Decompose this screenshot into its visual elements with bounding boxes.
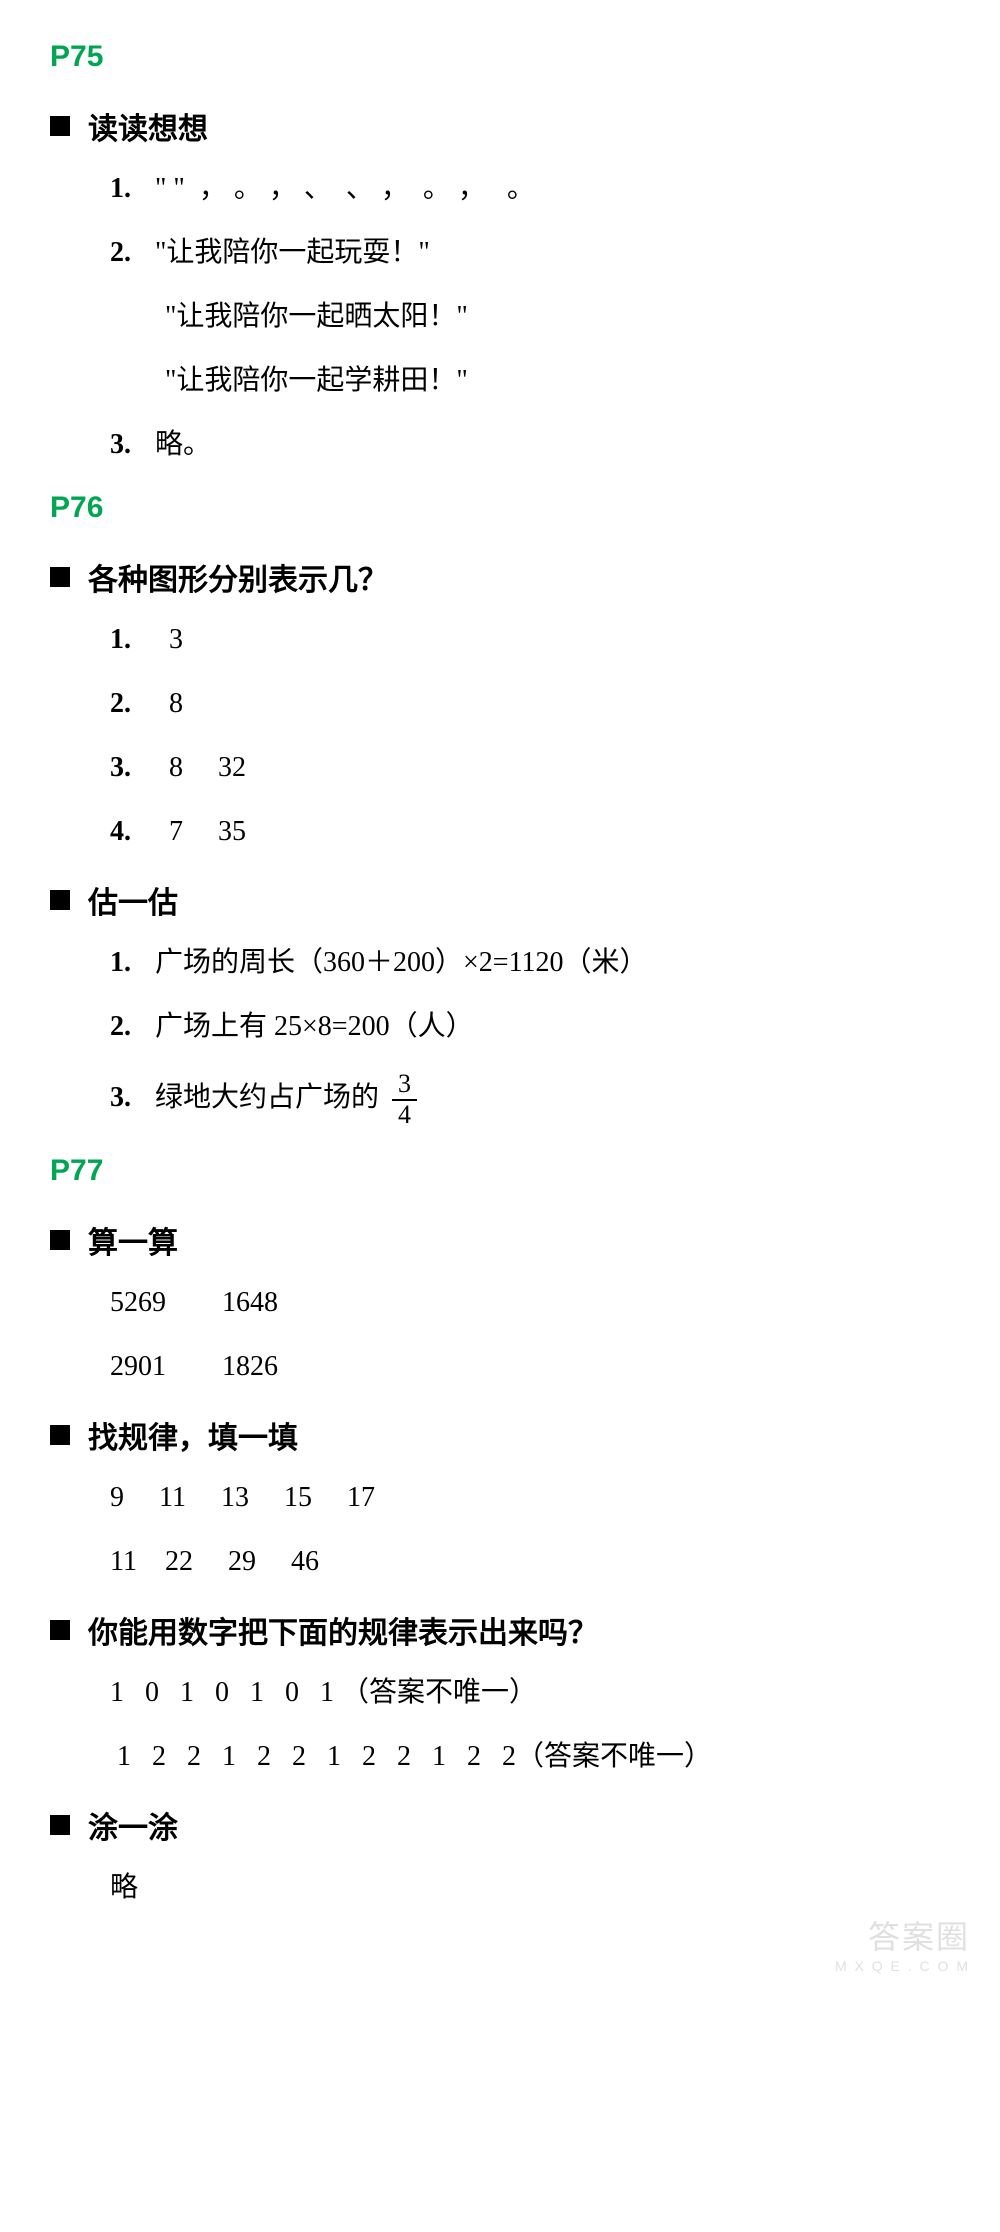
list-item: 3. 略。 [110,424,950,466]
bullet-icon [50,1230,70,1250]
bullet-icon [50,890,70,910]
section-title: 各种图形分别表示几？ [50,555,950,599]
item-text: 7 35 [155,816,246,847]
item-number: 4. [110,811,148,853]
list-item: 2. 8 [110,683,950,725]
section-title: 找规律，填一填 [50,1413,950,1457]
item-text: 1 0 1 0 1 0 1 （答案不唯一） [110,1677,537,1708]
section-title-text: 读读想想 [88,104,208,148]
section-p75-1: 读读想想 1. " " ， 。 ， 、 、 ， 。 ， 。 2. "让我陪你一起… [50,104,950,466]
section-p77-3: 你能用数字把下面的规律表示出来吗？ 1 0 1 0 1 0 1 （答案不唯一） … [50,1608,950,1778]
item-text: "让我陪你一起学耕田！" [165,365,468,396]
bullet-icon [50,116,70,136]
item-number: 1. [110,619,148,661]
item-number: 1. [110,168,148,210]
fraction: 3 4 [392,1070,417,1129]
page-header-p77: P77 [50,1154,950,1188]
item-text: 1 2 2 1 2 2 1 2 2 1 2 2（答案不唯一） [110,1741,712,1772]
section-title-text: 各种图形分别表示几？ [88,555,388,599]
item-text: 8 32 [155,752,246,783]
list-item: 2. "让我陪你一起玩耍！" [110,232,950,274]
watermark-url: M X Q E . C O M [835,1958,970,1974]
list-item: 1 0 1 0 1 0 1 （答案不唯一） [110,1672,950,1714]
section-p77-4: 涂一涂 略 [50,1803,950,1909]
section-title-text: 算一算 [88,1218,178,1262]
list-item: 4. 7 35 [110,811,950,853]
section-p76-1: 各种图形分别表示几？ 1. 3 2. 8 3. 8 32 4. 7 35 [50,555,950,853]
section-title-text: 涂一涂 [88,1803,178,1847]
item-text: 广场上有 25×8=200（人） [155,1011,474,1042]
item-number: 2. [110,232,148,274]
section-p77-2: 找规律，填一填 9 11 13 15 17 11 22 29 46 [50,1413,950,1583]
item-text: 5269 1648 [110,1287,278,1318]
watermark: 答案圈 M X Q E . C O M [835,1912,970,1974]
list-item: "让我陪你一起学耕田！" [165,360,950,402]
list-item: 1. 3 [110,619,950,661]
item-text: 广场的周长（360＋200）×2=1120（米） [155,947,648,978]
list-item: 略 [110,1867,950,1909]
bullet-icon [50,1620,70,1640]
section-title-text: 找规律，填一填 [88,1413,298,1457]
list-item: 3. 8 32 [110,747,950,789]
list-item: 3. 绿地大约占广场的 3 4 [110,1070,950,1129]
section-title-text: 你能用数字把下面的规律表示出来吗？ [88,1608,598,1652]
section-p77-1: 算一算 5269 1648 2901 1826 [50,1218,950,1388]
bullet-icon [50,1425,70,1445]
section-title: 估一估 [50,878,950,922]
section-title: 算一算 [50,1218,950,1262]
list-item: 2901 1826 [110,1346,950,1388]
list-item: 1 2 2 1 2 2 1 2 2 1 2 2（答案不唯一） [110,1736,950,1778]
item-text: 略。 [155,429,211,460]
item-number: 3. [110,424,148,466]
item-text: "让我陪你一起晒太阳！" [165,301,468,332]
fraction-numerator: 3 [392,1070,417,1101]
list-item: 1. 广场的周长（360＋200）×2=1120（米） [110,942,950,984]
list-item: 9 11 13 15 17 [110,1477,950,1519]
section-title: 你能用数字把下面的规律表示出来吗？ [50,1608,950,1652]
list-item: 2. 广场上有 25×8=200（人） [110,1006,950,1048]
item-number: 3. [110,747,148,789]
item-text: 8 [155,688,183,719]
item-text: 绿地大约占广场的 [155,1082,379,1113]
item-text: " " ， 。 ， 、 、 ， 。 ， 。 [155,173,535,204]
list-item: "让我陪你一起晒太阳！" [165,296,950,338]
section-title-text: 估一估 [88,878,178,922]
item-text: 2901 1826 [110,1351,278,1382]
page-header-p76: P76 [50,491,950,525]
item-text: 略 [110,1872,138,1903]
item-text: 3 [155,624,183,655]
list-item: 1. " " ， 。 ， 、 、 ， 。 ， 。 [110,168,950,210]
item-text: 11 22 29 46 [110,1546,319,1577]
section-title: 涂一涂 [50,1803,950,1847]
item-text: "让我陪你一起玩耍！" [155,237,430,268]
list-item: 11 22 29 46 [110,1541,950,1583]
item-number: 1. [110,942,148,984]
item-number: 3. [110,1077,148,1119]
section-p76-2: 估一估 1. 广场的周长（360＋200）×2=1120（米） 2. 广场上有 … [50,878,950,1129]
list-item: 5269 1648 [110,1282,950,1324]
fraction-denominator: 4 [392,1101,417,1130]
section-title: 读读想想 [50,104,950,148]
item-text: 9 11 13 15 17 [110,1482,375,1513]
bullet-icon [50,1815,70,1835]
page-header-p75: P75 [50,40,950,74]
item-number: 2. [110,1006,148,1048]
watermark-text: 答案圈 [835,1912,970,1958]
bullet-icon [50,567,70,587]
item-number: 2. [110,683,148,725]
